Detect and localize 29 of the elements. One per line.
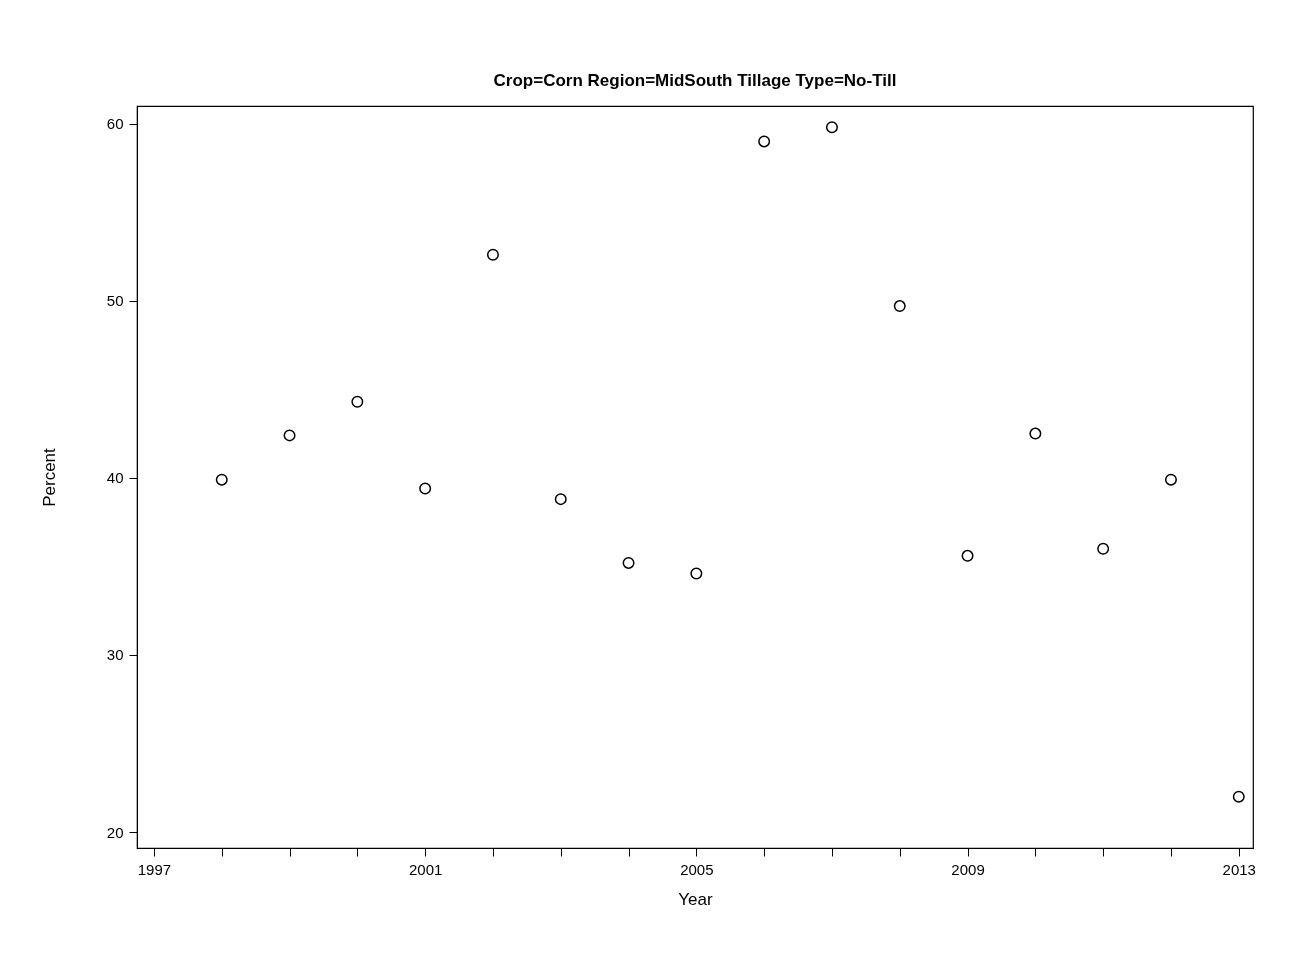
x-tick-label: 1997	[137, 860, 172, 878]
x-tick-label: 2001	[408, 860, 443, 878]
point	[893, 300, 906, 313]
point	[825, 121, 838, 134]
y-axis-title: Percent	[39, 447, 59, 507]
x-tick-label: 2013	[1222, 860, 1256, 878]
point	[215, 473, 228, 486]
point	[1097, 542, 1110, 555]
point	[1164, 473, 1177, 486]
point	[486, 248, 499, 261]
point	[1232, 790, 1245, 803]
point	[1029, 427, 1042, 440]
point	[419, 482, 432, 495]
point	[351, 395, 364, 408]
point	[690, 567, 703, 580]
x-tick-label: 2009	[951, 860, 985, 878]
y-tick-label: 50	[106, 292, 124, 310]
point	[283, 429, 296, 442]
y-tick-label: 20	[106, 823, 124, 841]
point	[758, 135, 771, 148]
x-axis-title: Year	[678, 889, 714, 909]
point	[554, 493, 567, 506]
point	[961, 549, 974, 562]
point	[622, 556, 635, 569]
y-tick-label: 40	[106, 469, 124, 487]
chart-title: Crop=Corn Region=MidSouth Tillage Type=No-Till	[493, 71, 897, 90]
y-tick-label: 60	[106, 115, 124, 133]
x-tick-label: 2005	[680, 860, 714, 878]
y-tick-label: 30	[106, 646, 124, 664]
